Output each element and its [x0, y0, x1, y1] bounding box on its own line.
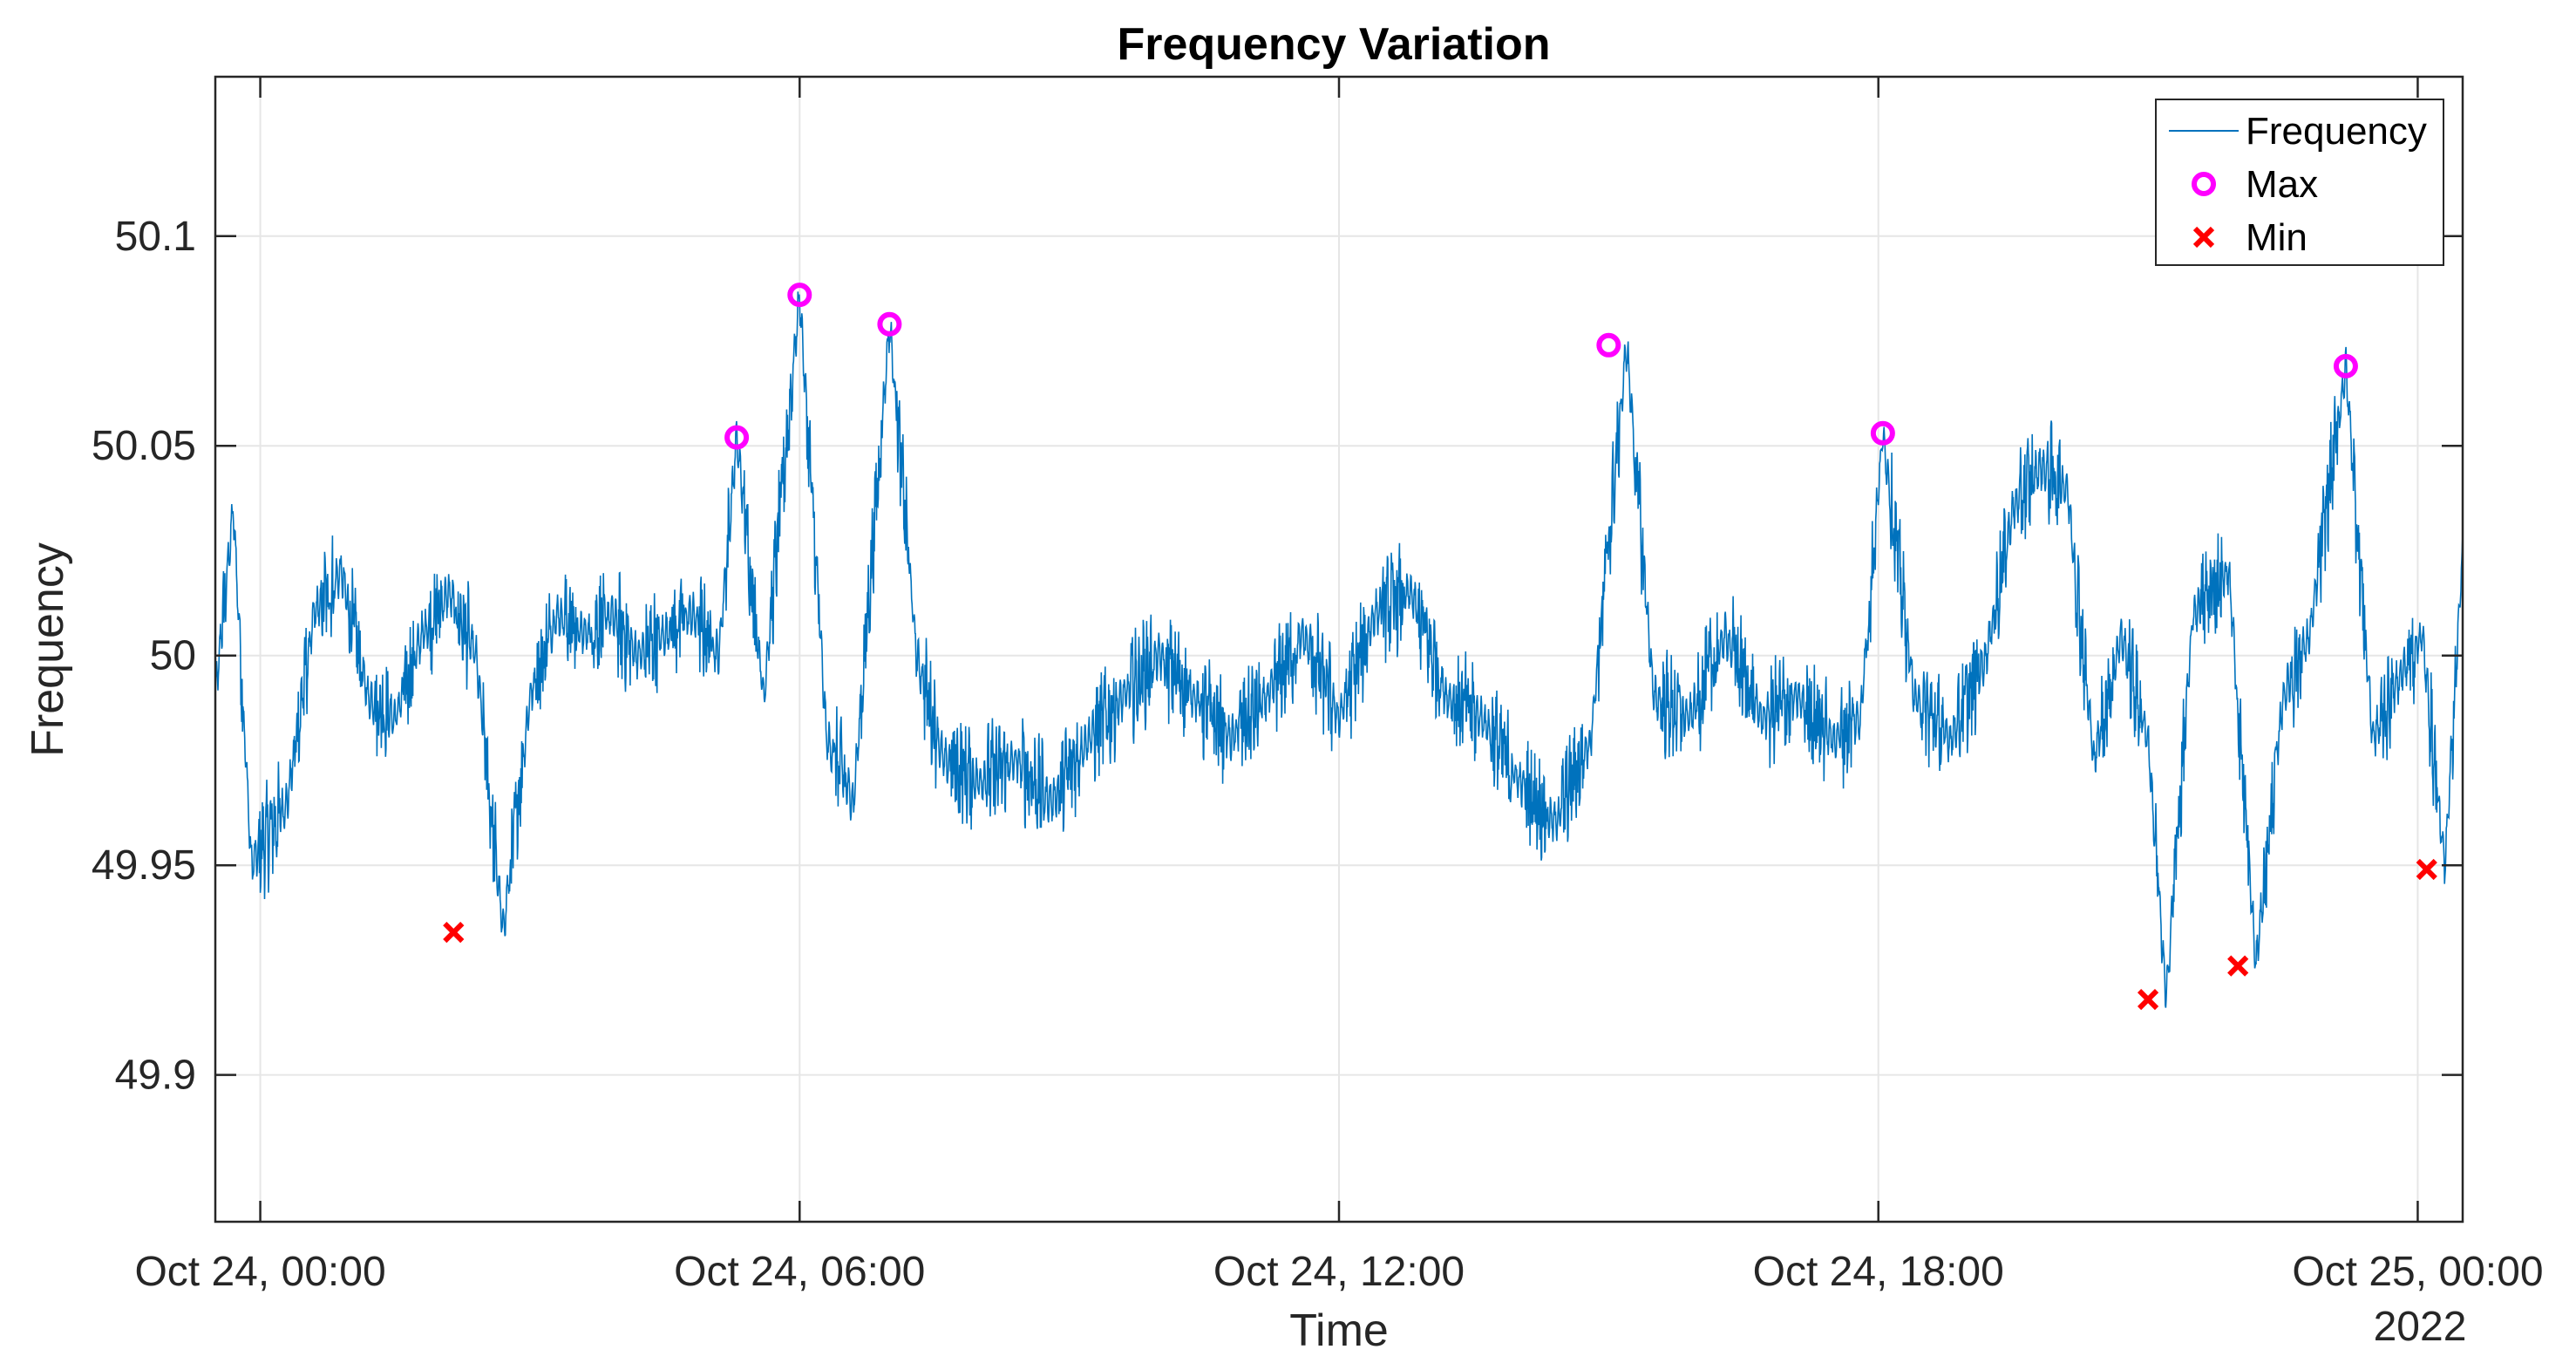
min-marker-3 [2416, 858, 2437, 881]
x-tick-label-1: Oct 24, 06:00 [674, 1249, 925, 1295]
min-marker-2 [2227, 955, 2249, 977]
min-marker-0 [443, 922, 465, 944]
y-tick-label-0: 49.9 [115, 1053, 196, 1099]
x-tick-label-4: Oct 25, 00:00 [2292, 1249, 2543, 1295]
x-axis-label: Time [1289, 1305, 1389, 1356]
chart-title: Frequency Variation [1117, 19, 1550, 70]
max-marker-5 [2333, 353, 2358, 378]
max-marker-0 [724, 425, 750, 450]
legend-frequency-label: Frequency [2246, 110, 2427, 153]
legend-min-swatch [2192, 226, 2215, 249]
max-marker-1 [787, 283, 812, 308]
min-marker-stroke-b-0 [443, 922, 465, 944]
x-tick-label-3: Oct 24, 18:00 [1753, 1249, 2004, 1295]
y-tick-label-1: 49.95 [92, 842, 196, 889]
legend: Frequency Max Min [2155, 99, 2444, 266]
frequency-line [214, 291, 2464, 1008]
max-marker-2 [877, 311, 902, 337]
legend-max-label: Max [2246, 163, 2318, 206]
grid-lines [215, 77, 2463, 1222]
frequency-series [214, 291, 2464, 1008]
extrema-markers [443, 283, 2437, 1011]
y-tick-label-2: 50 [150, 633, 196, 679]
max-marker-4 [1870, 420, 1895, 446]
min-marker-stroke-b-1 [2137, 988, 2159, 1011]
y-tick-label-4: 50.1 [115, 214, 196, 260]
legend-max-swatch [2192, 172, 2216, 196]
y-axis-label: Frequency [23, 542, 73, 757]
x-secondary-label: 2022 [2374, 1304, 2467, 1350]
max-marker-3 [1596, 332, 1621, 358]
min-marker-stroke-b-3 [2416, 858, 2437, 881]
x-tick-label-0: Oct 24, 00:00 [134, 1249, 385, 1295]
y-tick-label-3: 50.05 [92, 423, 196, 469]
min-marker-stroke-b-2 [2227, 955, 2249, 977]
legend-min-label: Min [2246, 216, 2308, 259]
axis-ticks: Oct 24, 00:00 Oct 24, 06:00 Oct 24, 12:00 O… [92, 77, 2544, 1295]
min-marker-1 [2137, 988, 2159, 1011]
x-tick-label-2: Oct 24, 12:00 [1213, 1249, 1465, 1295]
